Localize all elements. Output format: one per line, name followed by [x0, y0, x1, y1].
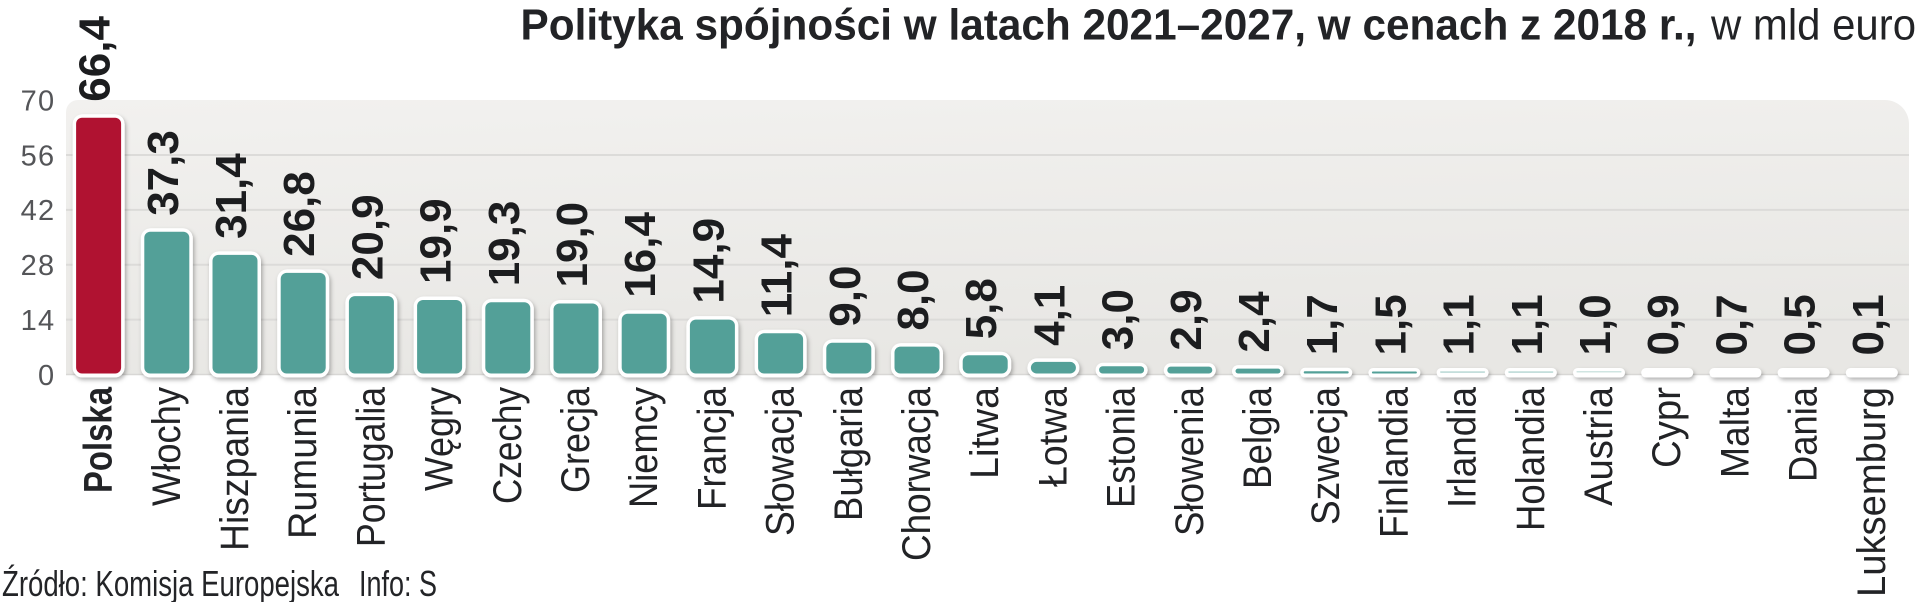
svg-text:2,9: 2,9: [1162, 289, 1211, 350]
svg-text:19,0: 19,0: [548, 202, 597, 288]
svg-text:0,5: 0,5: [1776, 294, 1825, 355]
svg-text:Węgry: Węgry: [418, 387, 462, 491]
svg-text:Estonia: Estonia: [1100, 386, 1144, 508]
svg-text:37,3: 37,3: [139, 130, 188, 216]
svg-text:1,7: 1,7: [1298, 294, 1347, 355]
svg-text:Litwa: Litwa: [963, 386, 1007, 479]
svg-text:20,9: 20,9: [343, 194, 392, 280]
svg-text:Luksemburg: Luksemburg: [1850, 387, 1894, 597]
svg-text:0,7: 0,7: [1707, 294, 1756, 355]
svg-text:56: 56: [21, 140, 56, 172]
svg-text:Polska: Polska: [77, 386, 121, 493]
svg-text:Słowacja: Słowacja: [759, 386, 803, 536]
svg-text:0,1: 0,1: [1844, 294, 1893, 355]
svg-text:26,8: 26,8: [275, 171, 324, 257]
svg-text:Szwecja: Szwecja: [1304, 386, 1348, 525]
svg-text:1,5: 1,5: [1366, 294, 1415, 355]
svg-text:Rumunia: Rumunia: [281, 386, 325, 539]
svg-text:Malta: Malta: [1713, 386, 1757, 478]
svg-text:31,4: 31,4: [207, 153, 256, 239]
svg-text:70: 70: [21, 85, 56, 117]
svg-text:Info: S: Info: S: [359, 563, 437, 602]
svg-text:14: 14: [21, 305, 56, 337]
svg-text:Dania: Dania: [1782, 386, 1826, 482]
svg-text:19,3: 19,3: [480, 201, 529, 287]
svg-text:Łotwa: Łotwa: [1031, 386, 1075, 487]
svg-text:2,4: 2,4: [1230, 291, 1279, 353]
svg-text:Grecja: Grecja: [554, 386, 598, 493]
svg-text:Bułgaria: Bułgaria: [827, 386, 871, 521]
svg-text:Hiszpania: Hiszpania: [213, 386, 257, 551]
svg-text:Słowenia: Słowenia: [1168, 386, 1212, 536]
svg-text:Źródło: Komisja Europejska: Źródło: Komisja Europejska: [2, 563, 340, 602]
svg-text:1,0: 1,0: [1571, 294, 1620, 355]
svg-text:1,1: 1,1: [1435, 294, 1484, 355]
svg-text:Finlandia: Finlandia: [1372, 386, 1416, 538]
svg-text:14,9: 14,9: [684, 218, 733, 304]
svg-text:0,9: 0,9: [1639, 294, 1688, 355]
svg-text:Polityka spójności w latach 20: Polityka spójności w latach 2021–2027, w…: [521, 1, 1697, 50]
svg-text:3,0: 3,0: [1094, 289, 1143, 350]
svg-text:Chorwacja: Chorwacja: [895, 386, 939, 561]
svg-text:42: 42: [21, 195, 56, 227]
svg-text:66,4: 66,4: [71, 16, 120, 102]
svg-text:4,1: 4,1: [1025, 285, 1074, 346]
svg-text:Włochy: Włochy: [145, 387, 189, 506]
svg-text:Austria: Austria: [1577, 386, 1621, 506]
svg-text:5,8: 5,8: [957, 278, 1006, 339]
svg-text:Cypr: Cypr: [1645, 387, 1689, 468]
svg-text:Belgia: Belgia: [1236, 386, 1280, 489]
svg-text:19,9: 19,9: [412, 198, 461, 284]
svg-text:Irlandia: Irlandia: [1441, 386, 1485, 508]
svg-text:16,4: 16,4: [616, 212, 665, 298]
svg-text:w mld euro: w mld euro: [1710, 1, 1916, 50]
svg-text:8,0: 8,0: [889, 269, 938, 330]
svg-text:Czechy: Czechy: [486, 387, 530, 504]
svg-text:Francja: Francja: [690, 386, 734, 510]
svg-text:Portugalia: Portugalia: [349, 386, 393, 547]
svg-text:0: 0: [38, 360, 55, 392]
svg-text:11,4: 11,4: [753, 234, 802, 318]
svg-text:Niemcy: Niemcy: [622, 387, 666, 508]
svg-text:1,1: 1,1: [1503, 294, 1552, 355]
svg-text:9,0: 9,0: [821, 266, 870, 327]
svg-text:Holandia: Holandia: [1509, 386, 1553, 531]
svg-text:28: 28: [21, 250, 56, 282]
